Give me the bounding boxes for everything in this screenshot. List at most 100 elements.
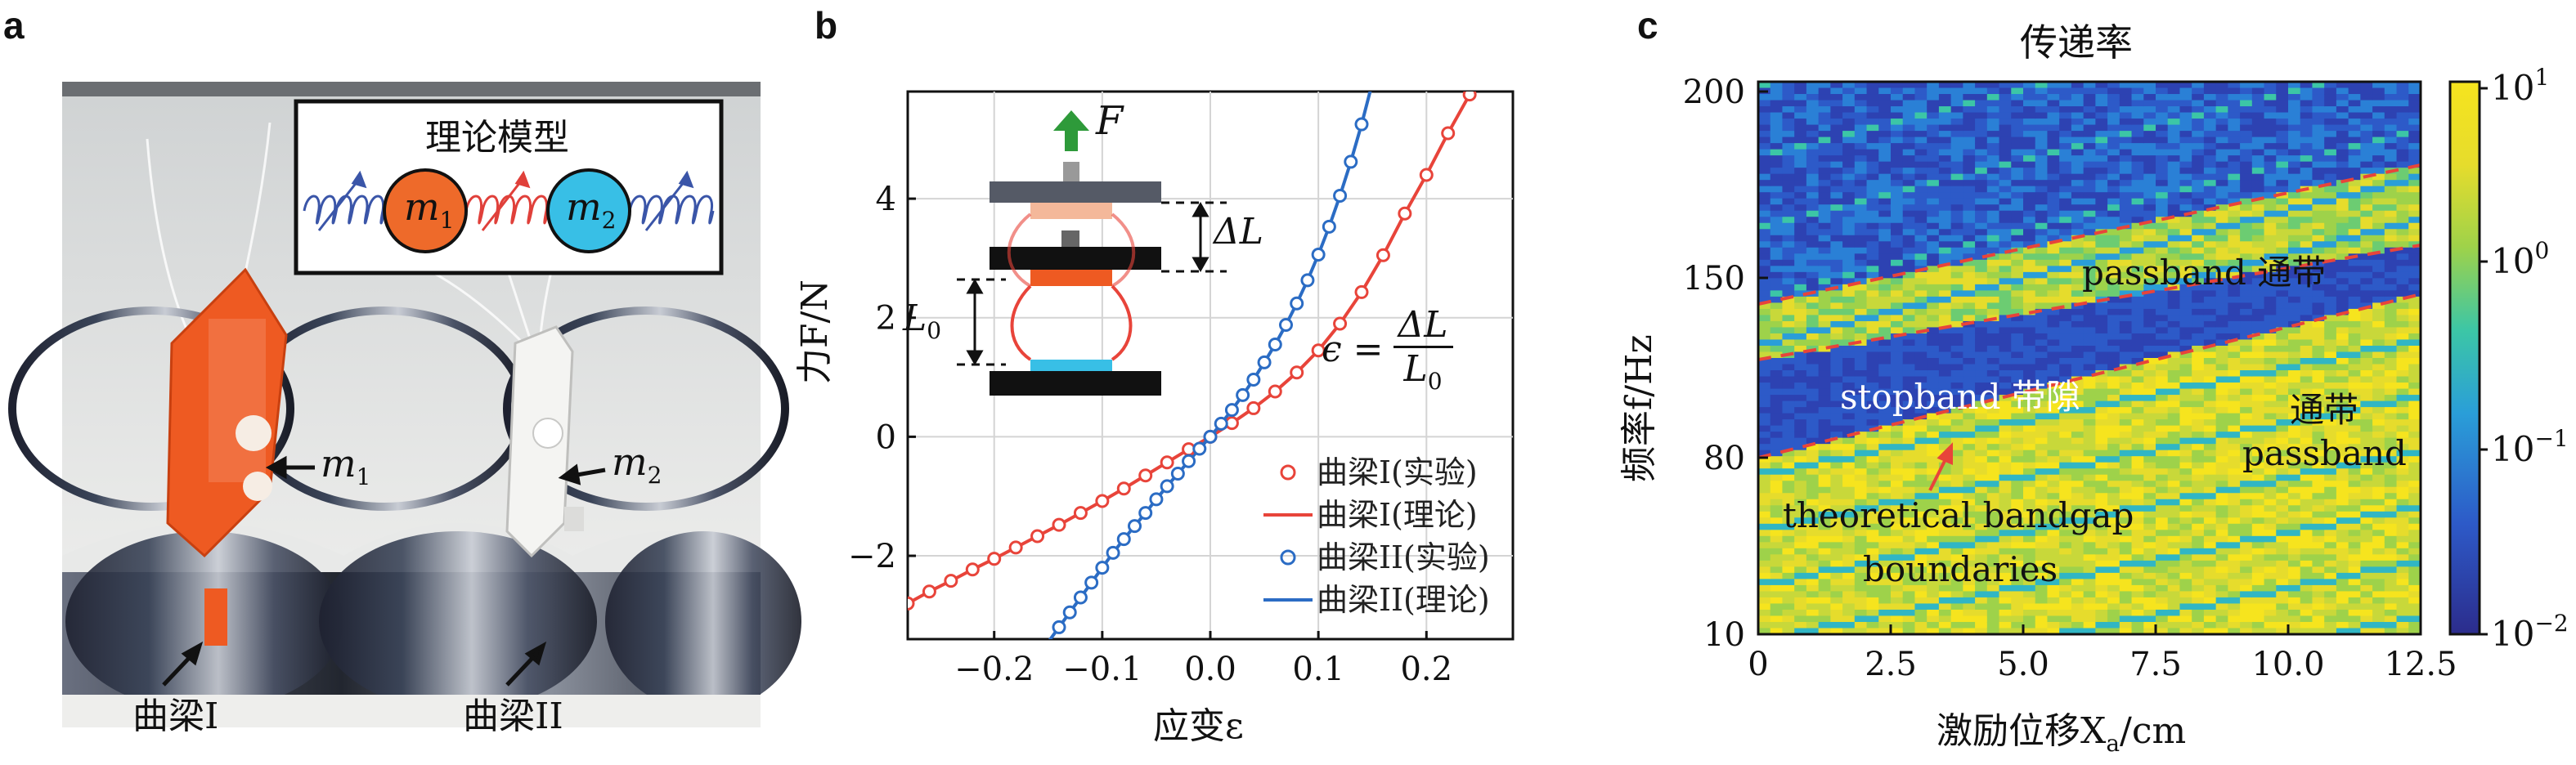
- colorbar-tick-label: 100: [2491, 237, 2549, 281]
- y-axis-label-c: 频率f/Hz: [1618, 334, 1660, 482]
- x-tick-label: 0.0: [1184, 651, 1236, 688]
- y-tick-label-c: 80: [1703, 440, 1745, 477]
- data-point: [1214, 416, 1228, 431]
- data-point: [1344, 154, 1358, 169]
- inset-title: 理论模型: [425, 117, 569, 159]
- strain-equation: ϵ = ΔL L0: [1322, 304, 1453, 395]
- data-point: [944, 574, 958, 588]
- data-point: [1268, 338, 1282, 352]
- data-point: [922, 584, 936, 599]
- colorbar-tick-label: 101: [2491, 64, 2549, 108]
- x-tick-label: 0.1: [1292, 651, 1344, 688]
- data-point: [1052, 620, 1066, 634]
- data-point: [1268, 384, 1282, 399]
- data-point: [1182, 454, 1196, 468]
- boundary-annotation-2: boundaries: [1863, 549, 2058, 589]
- panel-letter-c: c: [1637, 4, 1658, 47]
- data-point: [1311, 343, 1326, 358]
- x-tick-label-c: 7.5: [2129, 646, 2182, 683]
- legend-b: 曲梁I(实验) 曲梁I(理论) 曲梁II(实验) 曲梁II(理论): [1259, 451, 1490, 621]
- data-point: [1354, 284, 1369, 299]
- boundary-line-1: [1758, 244, 2421, 361]
- passband-upper-label: passband 通带: [2082, 253, 2327, 293]
- heatmap-cells: [1758, 82, 2421, 634]
- data-point: [1073, 590, 1088, 605]
- data-point: [1290, 296, 1304, 311]
- legend-item-4: 曲梁II(理论): [1263, 582, 1490, 618]
- mass-m1-object: [166, 267, 288, 646]
- plot-frame-c: [1757, 80, 2422, 636]
- delta-l-label: ΔL: [1214, 211, 1263, 253]
- force-arrow-label: F: [1096, 98, 1124, 144]
- x-tick-label-c: 2.5: [1865, 646, 1917, 683]
- data-point: [1030, 529, 1045, 544]
- panel-letter-a: a: [3, 4, 25, 47]
- data-point: [1311, 248, 1326, 262]
- data-point: [1322, 219, 1336, 234]
- data-point: [1116, 532, 1131, 547]
- data-point: [1160, 455, 1174, 470]
- theory-model-inset: [294, 99, 724, 275]
- x-tick-label: −0.2: [954, 651, 1034, 688]
- boundary-annotation-1: theoretical bandgap: [1783, 495, 2134, 535]
- data-point: [1290, 365, 1304, 380]
- y-tick-label: 2: [876, 300, 896, 338]
- colorbar-tick-label: 10−2: [2491, 610, 2569, 654]
- colorbar-ticks: 101 100 10−1 10−2: [2480, 64, 2569, 654]
- passband-lower-zh: 通带: [2290, 390, 2359, 430]
- stopband-label: stopband 带隙: [1840, 377, 2080, 417]
- data-point: [1246, 400, 1261, 415]
- x-tick-label-c: 5.0: [1997, 646, 2049, 683]
- data-point: [1138, 468, 1153, 483]
- passband-lower-en: passband: [2242, 433, 2407, 473]
- data-point: [1333, 316, 1348, 331]
- data-point: [1160, 479, 1174, 494]
- x-axis-label-b: 应变ε: [1153, 705, 1244, 747]
- legend-item-2: 曲梁I(理论): [1263, 497, 1478, 533]
- panel-letter-b: b: [815, 4, 838, 47]
- data-point: [1052, 517, 1066, 532]
- x-tick-label: 0.2: [1400, 651, 1452, 688]
- pointer-arrows: [162, 455, 606, 687]
- data-point: [965, 562, 980, 577]
- data-point: [1236, 387, 1250, 402]
- boundary-pointer-arrow: [1928, 442, 1953, 491]
- legend-item-3: 曲梁II(实验): [1259, 536, 1490, 579]
- data-point: [1192, 441, 1207, 456]
- mass-m1-label: m1: [404, 185, 455, 235]
- data-point: [1106, 545, 1120, 560]
- data-point: [1462, 92, 1477, 102]
- beam-2-label: 曲梁II: [463, 696, 563, 737]
- mass-m1-circle: [383, 168, 468, 253]
- photo-top-rail: [62, 82, 761, 96]
- x-tick-label: −0.1: [1062, 651, 1142, 688]
- data-point: [1354, 117, 1369, 132]
- mass-m2-circle: [546, 168, 631, 253]
- force-strain-chart: −0.2 −0.1 0.0 0.1 0.2 −2 0 2 4: [848, 90, 1515, 688]
- data-point: [1257, 355, 1272, 369]
- tick-labels: −0.2 −0.1 0.0 0.1 0.2 −2 0 2 4: [848, 181, 1452, 688]
- y-axis-label-b: 力F/N: [794, 280, 836, 384]
- data-point: [1149, 492, 1164, 507]
- beam-1-label: 曲梁I: [132, 696, 219, 737]
- data-point: [1376, 248, 1390, 262]
- data-point: [1128, 519, 1142, 534]
- data-point: [1203, 429, 1218, 444]
- data-point: [1073, 506, 1088, 521]
- data-point: [1116, 481, 1131, 496]
- x-tick-label-c: 0: [1748, 646, 1768, 683]
- data-point: [1170, 467, 1185, 481]
- data-point: [908, 596, 915, 611]
- y-tick-label-c: 200: [1683, 74, 1745, 111]
- data-point: [1333, 188, 1348, 203]
- colorbar: [2448, 80, 2481, 636]
- data-point: [1084, 575, 1099, 590]
- y-tick-label-c: 150: [1683, 260, 1745, 298]
- y-tick-label: 0: [876, 418, 896, 456]
- x-axis-label-c: 激励位移Xa/cm: [1936, 710, 2187, 757]
- data-point: [1246, 372, 1261, 387]
- legend-item-1: 曲梁I(实验): [1259, 451, 1490, 494]
- series-group: [908, 92, 1477, 639]
- mass-m2-object: [505, 325, 584, 558]
